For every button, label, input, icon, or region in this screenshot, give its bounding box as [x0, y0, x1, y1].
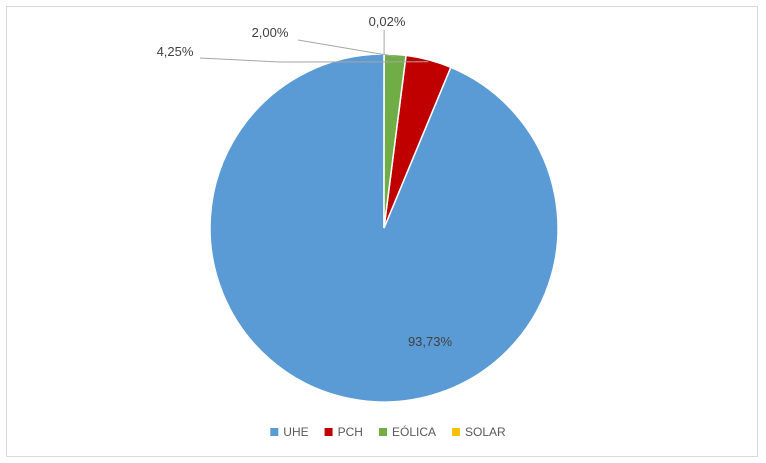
legend-label-eolica: EÓLICA	[392, 424, 436, 439]
pie-slices	[209, 53, 559, 403]
leader-line-pch	[199, 57, 429, 63]
data-label-solar: 0,02%	[369, 14, 406, 29]
legend-swatch-solar	[452, 428, 460, 436]
legend-swatch-uhe	[270, 428, 279, 436]
legend-label-pch: PCH	[338, 425, 363, 439]
legend-swatch-pch	[324, 428, 333, 436]
legend-item-uhe: UHE	[270, 425, 309, 439]
leader-lines	[199, 30, 429, 63]
legend: UHE PCH EÓLICA SOLAR	[270, 424, 506, 439]
legend-item-eolica: EÓLICA	[379, 424, 436, 439]
legend-label-uhe: UHE	[283, 425, 308, 439]
legend-label-solar: SOLAR	[465, 425, 506, 439]
leader-line-eolica	[297, 39, 396, 57]
legend-swatch-eolica	[379, 428, 387, 436]
data-label-eolica: 2,00%	[252, 25, 289, 40]
data-labels: 93,73% 4,25% 2,00% 0,02%	[157, 14, 453, 349]
legend-item-solar: SOLAR	[452, 425, 506, 439]
legend-item-pch: PCH	[324, 425, 363, 439]
data-label-pch: 4,25%	[157, 44, 194, 59]
data-label-uhe: 93,73%	[408, 334, 453, 349]
